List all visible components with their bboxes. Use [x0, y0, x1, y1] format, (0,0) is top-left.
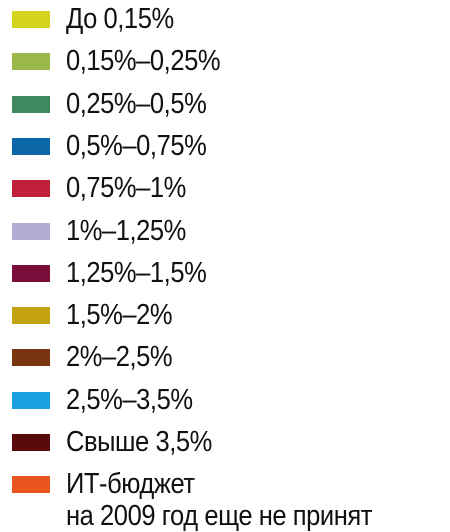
legend-item: 1%–1,25% — [0, 215, 450, 257]
legend-item: 2%–2,5% — [0, 341, 450, 383]
legend-item: 0,15%–0,25% — [0, 45, 450, 87]
legend-label: 1,5%–2% — [66, 299, 173, 332]
legend-item: До 0,15% — [0, 3, 450, 45]
legend-swatch — [12, 180, 50, 198]
legend-swatch — [12, 307, 50, 325]
legend-item: ИТ-бюджет на 2009 год еще не принят — [0, 468, 450, 532]
legend-label: ИТ-бюджет на 2009 год еще не принят — [66, 468, 373, 532]
legend-swatch — [12, 95, 50, 113]
legend-swatch — [12, 391, 50, 409]
legend-label: 0,15%–0,25% — [66, 45, 221, 78]
legend-label: 0,75%–1% — [66, 172, 186, 205]
legend-swatch — [12, 222, 50, 240]
legend-swatch — [12, 137, 50, 155]
legend-swatch — [12, 349, 50, 367]
legend-label: 0,5%–0,75% — [66, 129, 207, 162]
legend-label: До 0,15% — [66, 3, 174, 35]
legend-label: 1%–1,25% — [66, 214, 186, 247]
legend-swatch — [12, 264, 50, 282]
legend-item: 0,25%–0,5% — [0, 88, 450, 130]
legend-label: 2,5%–3,5% — [66, 383, 193, 416]
legend-item: Свыше 3,5% — [0, 426, 450, 468]
legend-swatch — [12, 434, 50, 451]
legend-swatch — [12, 11, 50, 28]
legend-label: 1,25%–1,5% — [66, 256, 207, 289]
legend-item: 0,5%–0,75% — [0, 130, 450, 172]
legend-item: 2,5%–3,5% — [0, 384, 450, 426]
legend-item: 1,25%–1,5% — [0, 257, 450, 299]
legend-item: 0,75%–1% — [0, 172, 450, 214]
legend-label: Свыше 3,5% — [66, 426, 212, 458]
legend-swatch — [12, 53, 50, 71]
legend-swatch — [12, 476, 50, 494]
legend-label: 2%–2,5% — [66, 341, 173, 374]
legend-item: 1,5%–2% — [0, 299, 450, 341]
legend-label: 0,25%–0,5% — [66, 87, 207, 120]
